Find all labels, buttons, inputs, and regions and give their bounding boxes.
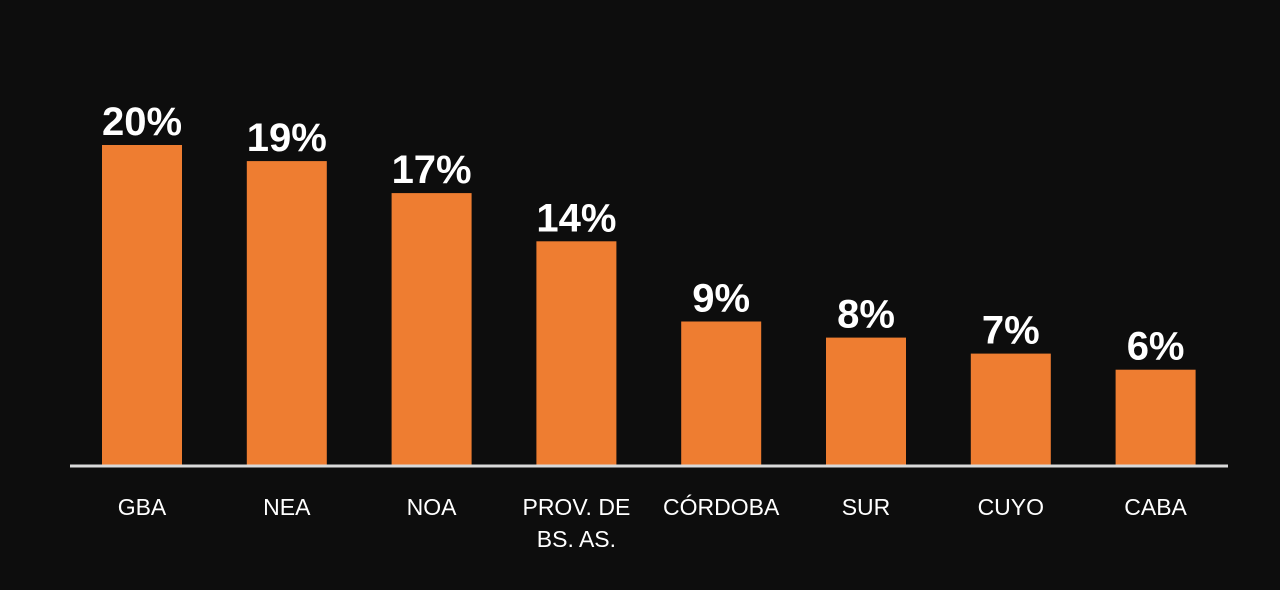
- bar-0: [102, 145, 182, 466]
- bars-group: [102, 145, 1196, 466]
- category-label-1: NEA: [263, 494, 311, 520]
- bar-value-label-0: 20%: [102, 100, 182, 144]
- category-label-line: NOA: [407, 494, 458, 520]
- value-labels-group: 20% 19% 17% 14% 9% 8% 7% 6%: [102, 100, 1185, 369]
- category-labels-group: GBA NEA NOA PROV. DE BS. AS. CÓRDOBA SUR CUYO CA…: [118, 494, 1188, 552]
- bar-value-label-4: 9%: [692, 277, 750, 321]
- bar-2: [391, 193, 472, 466]
- category-label-line: PROV. DE: [522, 494, 630, 520]
- bar-6: [970, 353, 1051, 466]
- category-label-6: CUYO: [978, 494, 1044, 520]
- category-label-3: PROV. DE BS. AS.: [522, 494, 630, 552]
- bar-5: [826, 337, 906, 466]
- category-label-2: NOA: [407, 494, 458, 520]
- bar-value-label-5: 8%: [837, 293, 895, 337]
- bar-1: [246, 161, 327, 466]
- bar-4: [681, 321, 762, 466]
- category-label-line: NEA: [263, 494, 311, 520]
- bar-value-label-2: 17%: [392, 148, 472, 192]
- bar-7: [1115, 369, 1196, 466]
- bar-value-label-7: 6%: [1127, 325, 1185, 369]
- category-label-line: GBA: [118, 494, 167, 520]
- category-label-line: CUYO: [978, 494, 1044, 520]
- bar-value-label-3: 14%: [536, 196, 616, 240]
- category-label-line: CÓRDOBA: [663, 494, 780, 520]
- bar-value-label-6: 7%: [982, 309, 1040, 353]
- category-label-5: SUR: [842, 494, 891, 520]
- category-label-7: CABA: [1124, 494, 1187, 520]
- category-label-line: SUR: [842, 494, 891, 520]
- bar-value-label-1: 19%: [247, 116, 327, 160]
- bar-3: [536, 241, 617, 466]
- category-label-line: CABA: [1124, 494, 1187, 520]
- category-label-line: BS. AS.: [537, 526, 616, 552]
- category-label-4: CÓRDOBA: [663, 494, 780, 520]
- category-label-0: GBA: [118, 494, 167, 520]
